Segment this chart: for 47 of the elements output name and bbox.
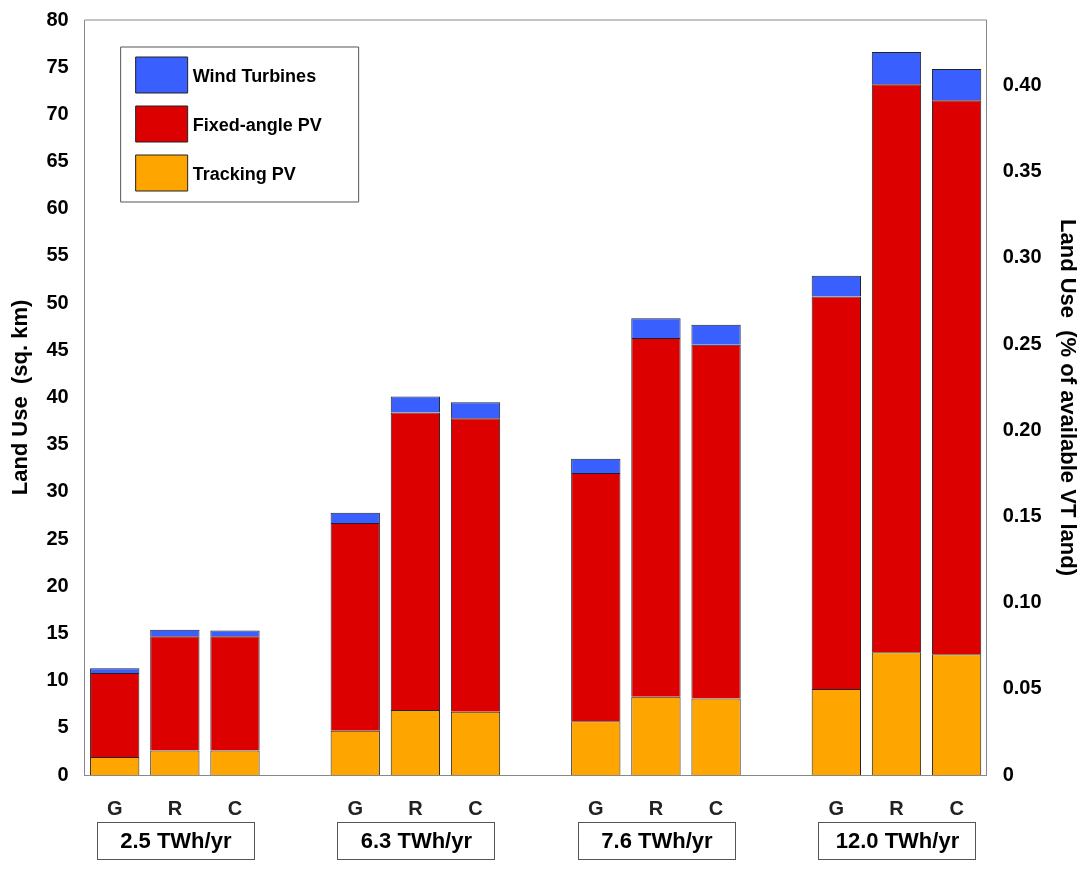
y-tick-label: 70 (46, 101, 69, 124)
x-tick-label: R (167, 796, 183, 819)
x-tick-label: C (708, 796, 724, 819)
y2-axis-title: Land Use (% of available VT land) (1055, 219, 1081, 576)
x-tick-label: C (468, 796, 483, 819)
y-tick-label: 10 (46, 668, 69, 691)
legend-label: Tracking PV (192, 163, 296, 184)
x-tick-label: R (408, 796, 424, 819)
y-tick-label: 55 (46, 243, 69, 266)
y-tick-label: 5 (57, 715, 69, 738)
y2-tick-label: 0.15 (1002, 503, 1042, 526)
y2-tick-label: 0.10 (1002, 590, 1042, 613)
y-tick-label: 35 (46, 432, 69, 455)
y-tick-label: 30 (46, 479, 69, 502)
text: 12.0 TWh/yr (818, 822, 977, 860)
y-tick-label: 60 (46, 196, 69, 219)
y2-tick-label: 0.25 (1002, 331, 1042, 354)
y2-tick-label: 0.20 (1002, 417, 1042, 440)
x-tick-label: G (588, 796, 604, 819)
y-axis-title: Land Use (sq. km) (7, 299, 33, 496)
y2-tick-label: 0.05 (1002, 676, 1042, 699)
x-tick-label: C (949, 796, 964, 819)
x-tick-label: R (889, 796, 905, 819)
text: 6.3 TWh/yr (337, 822, 496, 860)
y2-tick-label: 0.40 (1002, 73, 1042, 96)
x-tick-label: G (828, 796, 845, 819)
y-tick-label: 40 (46, 385, 69, 408)
y-tick-label: 20 (46, 573, 69, 596)
y2-tick-label: 0 (1002, 762, 1014, 785)
y-tick-label: 0 (57, 762, 69, 785)
x-tick-label: R (648, 796, 664, 819)
x-tick-label: C (227, 796, 243, 819)
y-tick-label: 65 (46, 149, 69, 172)
y-tick-label: 50 (46, 290, 69, 313)
y-tick-label: 25 (46, 526, 69, 549)
y-tick-label: 75 (46, 54, 69, 77)
text: 7.6 TWh/yr (577, 822, 736, 860)
y-tick-label: 15 (46, 620, 69, 643)
y2-tick-label: 0.30 (1002, 245, 1042, 268)
y2-tick-label: 0.35 (1002, 159, 1042, 182)
y-tick-label: 80 (46, 7, 69, 30)
legend-label: Fixed-angle PV (192, 114, 322, 135)
legend-label: Wind Turbines (192, 65, 317, 86)
y-tick-label: 45 (46, 337, 69, 360)
x-tick-label: G (347, 796, 364, 819)
text: 2.5 TWh/yr (96, 822, 255, 860)
x-tick-label: G (106, 796, 123, 819)
